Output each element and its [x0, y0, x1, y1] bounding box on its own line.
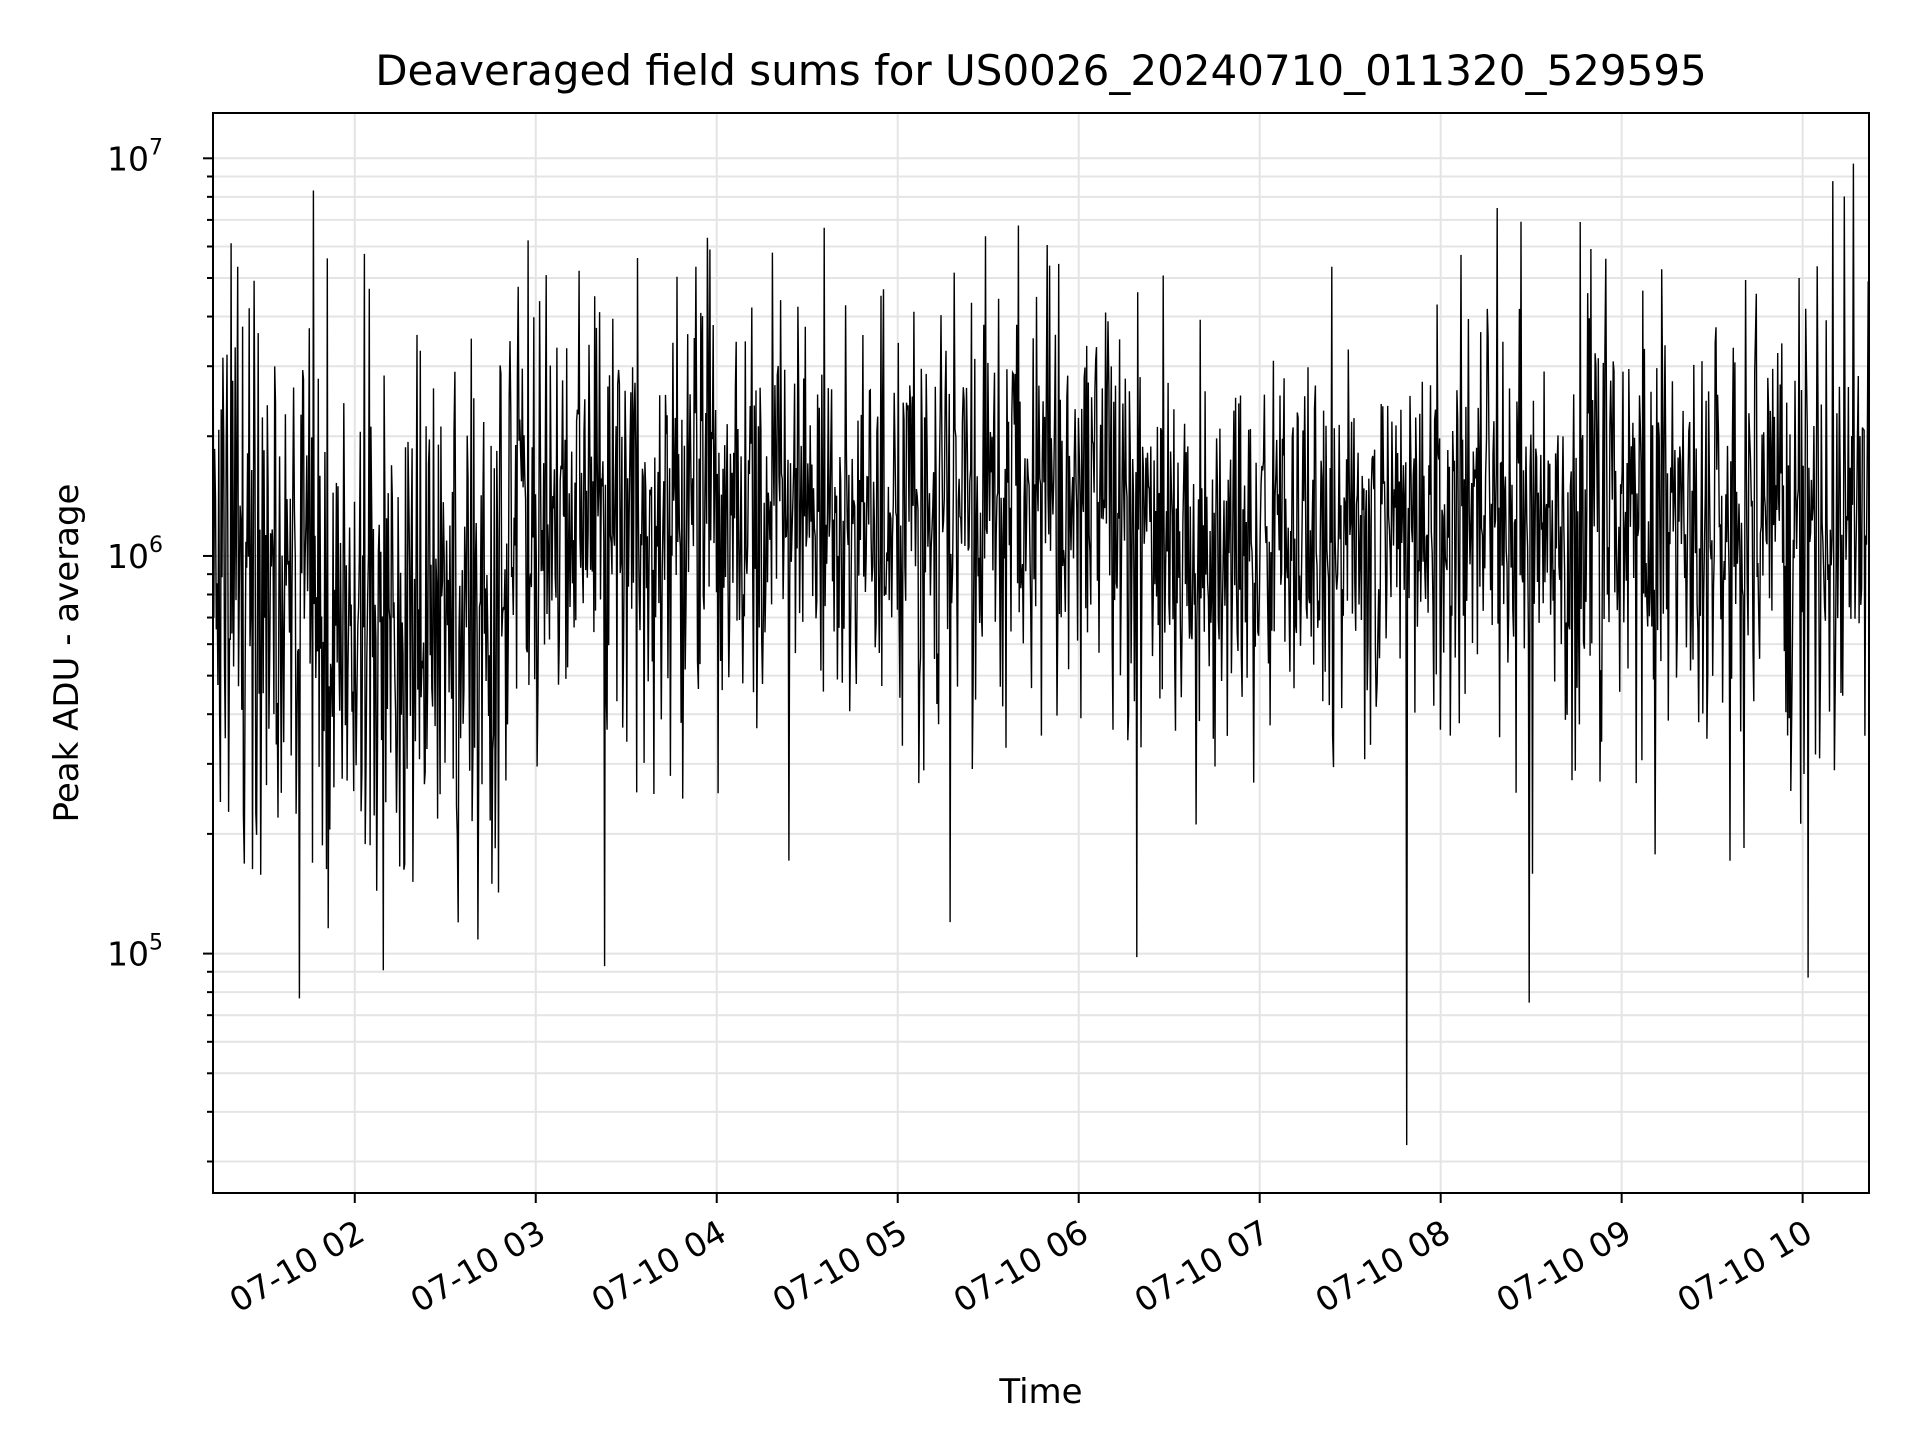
series-line — [212, 163, 1870, 1146]
y-axis-label: Peak ADU - average — [47, 484, 87, 823]
plot-frame — [212, 112, 1870, 1194]
y-tick-label: 106 — [107, 533, 163, 576]
y-tick-label: 105 — [107, 931, 163, 974]
y-axis: 105 106 107 — [107, 135, 213, 1163]
chart-title: Deaveraged field sums for US0026_2024071… — [375, 46, 1707, 95]
y-tick-label: 107 — [107, 135, 163, 178]
x-axis-label: Time — [998, 1372, 1082, 1412]
